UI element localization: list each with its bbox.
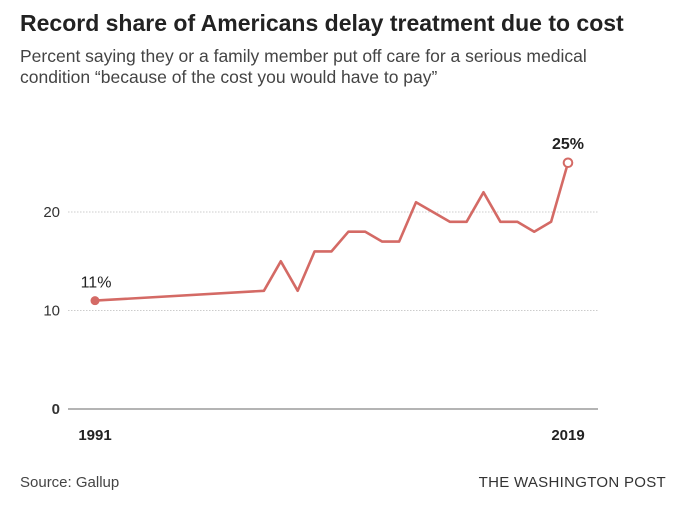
end-point-marker [562,157,574,169]
chart-subtitle: Percent saying they or a family member p… [20,46,587,87]
line-chart: 0 10 20 1991 2019 11% 25% [43,136,598,444]
y-tick-label: 20 [43,204,60,221]
y-tick-label: 10 [43,303,60,320]
start-point-marker [90,296,100,306]
chart-title: Record share of Americans delay treatmen… [20,10,624,36]
y-tick-label: 0 [52,401,60,418]
series-line [93,161,570,302]
x-tick-label: 1991 [78,427,111,444]
x-tick-label: 2019 [551,427,584,444]
data-label: 25% [552,136,584,153]
data-label: 11% [81,275,112,292]
source-note: Source: Gallup [20,474,120,491]
publisher-credit: THE WASHINGTON POST [478,474,666,491]
